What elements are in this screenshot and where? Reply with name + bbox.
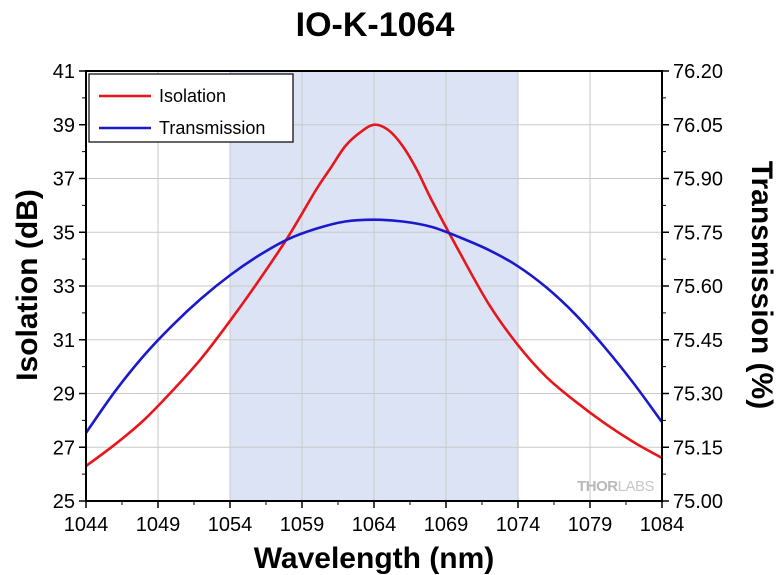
- y-tick-label-left: 39: [53, 115, 75, 137]
- y-tick-label-left: 25: [53, 491, 75, 513]
- watermark-light: LABS: [618, 478, 655, 495]
- y-axis-title-right: Transmission (%): [745, 161, 778, 409]
- x-tick-label: 1044: [64, 514, 109, 536]
- plot-area: 1044 1049 1054 1059 1064 1069 1074 1079 1084 25 27…: [53, 61, 723, 536]
- thorlabs-watermark: THORLABS: [577, 478, 654, 495]
- series-line-transmission: [84, 218, 664, 434]
- y-axis-title-left: Isolation (dB): [11, 189, 44, 381]
- y-tick-label-left: 31: [53, 330, 75, 352]
- y-tick-label-right: 75.15: [673, 437, 723, 459]
- y-tick-label-right: 75.45: [673, 330, 723, 352]
- legend-label-transmission: Transmission: [159, 118, 265, 138]
- x-tick-label: 1049: [136, 514, 181, 536]
- x-tick-label: 1084: [640, 514, 685, 536]
- x-axis-title: Wavelength (nm): [254, 542, 495, 575]
- y-tick-label-right: 76.05: [673, 115, 723, 137]
- chart-title: IO-K-1064: [296, 6, 455, 44]
- y-tick-label-left: 35: [53, 222, 75, 244]
- y-tick-label-left: 41: [53, 61, 75, 83]
- x-tick-label: 1054: [208, 514, 253, 536]
- legend-box: [88, 73, 294, 143]
- y-tick-label-right: 75.90: [673, 169, 723, 191]
- y-tick-label-left: 37: [53, 169, 75, 191]
- y-tick-label-right: 75.00: [673, 491, 723, 513]
- x-tick-label: 1074: [496, 514, 541, 536]
- y-tick-label-right: 75.60: [673, 276, 723, 298]
- y-tick-label-right: 75.75: [673, 222, 723, 244]
- y-tick-label-left: 33: [53, 276, 75, 298]
- x-tick-label: 1069: [424, 514, 469, 536]
- series-line-isolation: [85, 123, 663, 468]
- y-tick-label-left: 29: [53, 384, 75, 406]
- x-tick-label: 1059: [280, 514, 325, 536]
- y-tick-label-left: 27: [53, 437, 75, 459]
- legend-label-isolation: Isolation: [159, 86, 226, 106]
- y-tick-label-right: 76.20: [673, 61, 723, 83]
- y-tick-label-right: 75.30: [673, 384, 723, 406]
- watermark-bold: THOR: [577, 478, 618, 495]
- x-tick-label: 1064: [352, 514, 397, 536]
- x-tick-label: 1079: [568, 514, 613, 536]
